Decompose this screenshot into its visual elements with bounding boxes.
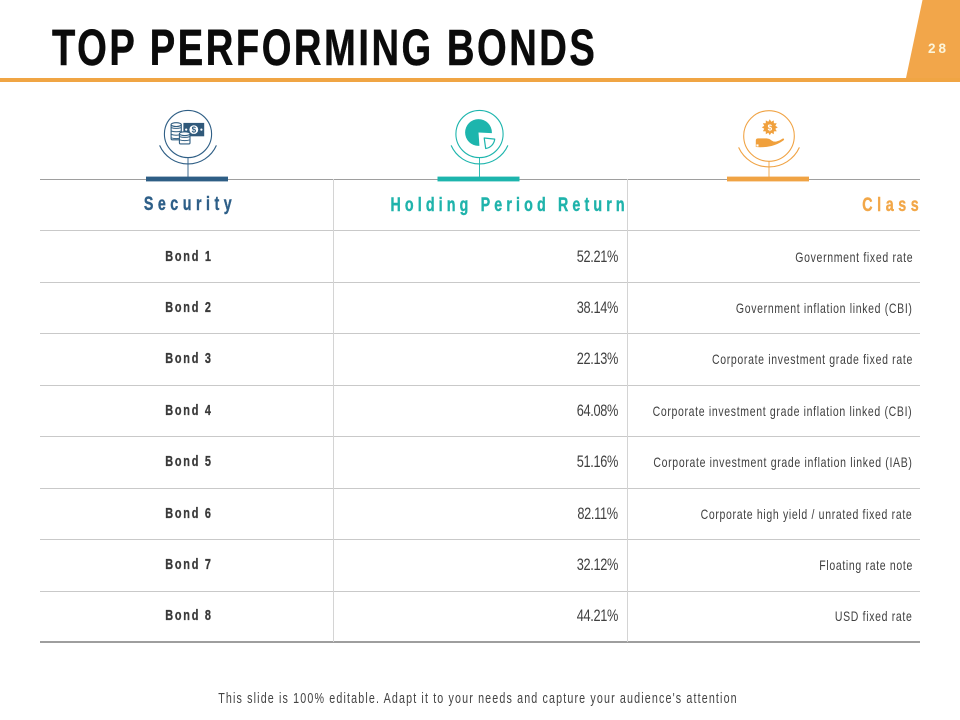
svg-text:$: $ [192, 126, 197, 135]
svg-text:$: $ [768, 124, 773, 133]
